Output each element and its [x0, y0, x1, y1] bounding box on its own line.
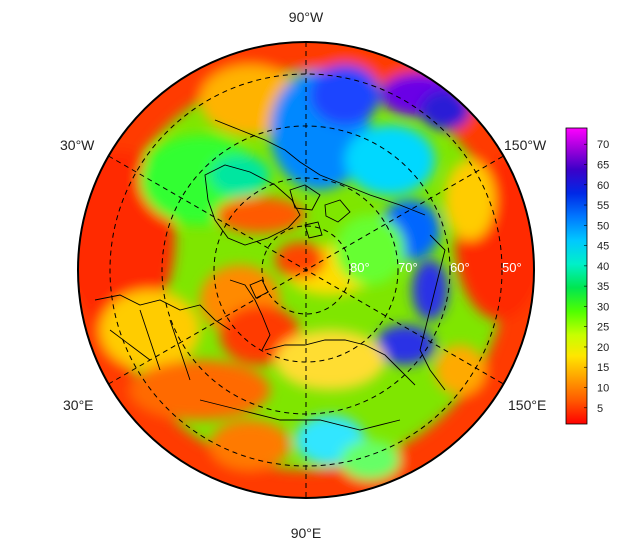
- colorbar-tick-label: 25: [597, 322, 609, 334]
- colorbar-tick-label: 50: [597, 220, 609, 232]
- alaska-coast: [419, 234, 446, 391]
- borders: [109, 309, 401, 431]
- colorbar-tick-label: 40: [597, 261, 609, 273]
- coastlines: [94, 119, 446, 431]
- colorbar-tick-label: 45: [597, 241, 609, 253]
- lat-label-60: 60°: [450, 260, 470, 275]
- colorbar: 5 10 15 20 25 30 35 40 45 50 55 60 65 70: [565, 127, 609, 425]
- colorbar-frame: [565, 127, 588, 425]
- colorbar-gradient: [566, 128, 587, 424]
- canadian-islands: [289, 184, 351, 239]
- siberia-coast: [264, 339, 416, 386]
- lon-label-lower-left: 30°E: [63, 397, 94, 413]
- colorbar-tick-label: 65: [597, 159, 609, 171]
- europe-coast: [94, 294, 231, 331]
- lat-label-70: 70°: [398, 260, 418, 275]
- greenland-coast: [204, 164, 301, 246]
- colorbar-tick-label: 60: [597, 180, 609, 192]
- lon-label-top: 90°W: [289, 9, 324, 25]
- lon-label-upper-left: 30°W: [60, 137, 95, 153]
- colorbar-tick-label: 70: [597, 139, 609, 151]
- colorbar-tick-label: 20: [597, 342, 609, 354]
- map-frame: [77, 41, 535, 499]
- colorbar-tick-label: 30: [597, 301, 609, 313]
- lon-label-upper-right: 150°W: [504, 137, 547, 153]
- colorbar-tick-label: 10: [597, 383, 609, 395]
- colorbar-tick-label: 35: [597, 281, 609, 293]
- colorbar-tick-label: 15: [597, 362, 609, 374]
- canada-coast: [214, 119, 426, 216]
- colorbar-tick-label: 5: [597, 403, 603, 415]
- graticule: [108, 42, 504, 498]
- lat-label-50: 50°: [502, 260, 522, 275]
- lon-label-bottom: 90°E: [291, 525, 322, 541]
- colorbar-tick-label: 55: [597, 200, 609, 212]
- lat-label-80: 80°: [350, 260, 370, 275]
- data-field: [78, 42, 534, 498]
- scandinavia-coast: [229, 279, 271, 351]
- meridian-150: [108, 155, 504, 385]
- lon-label-lower-right: 150°E: [508, 397, 546, 413]
